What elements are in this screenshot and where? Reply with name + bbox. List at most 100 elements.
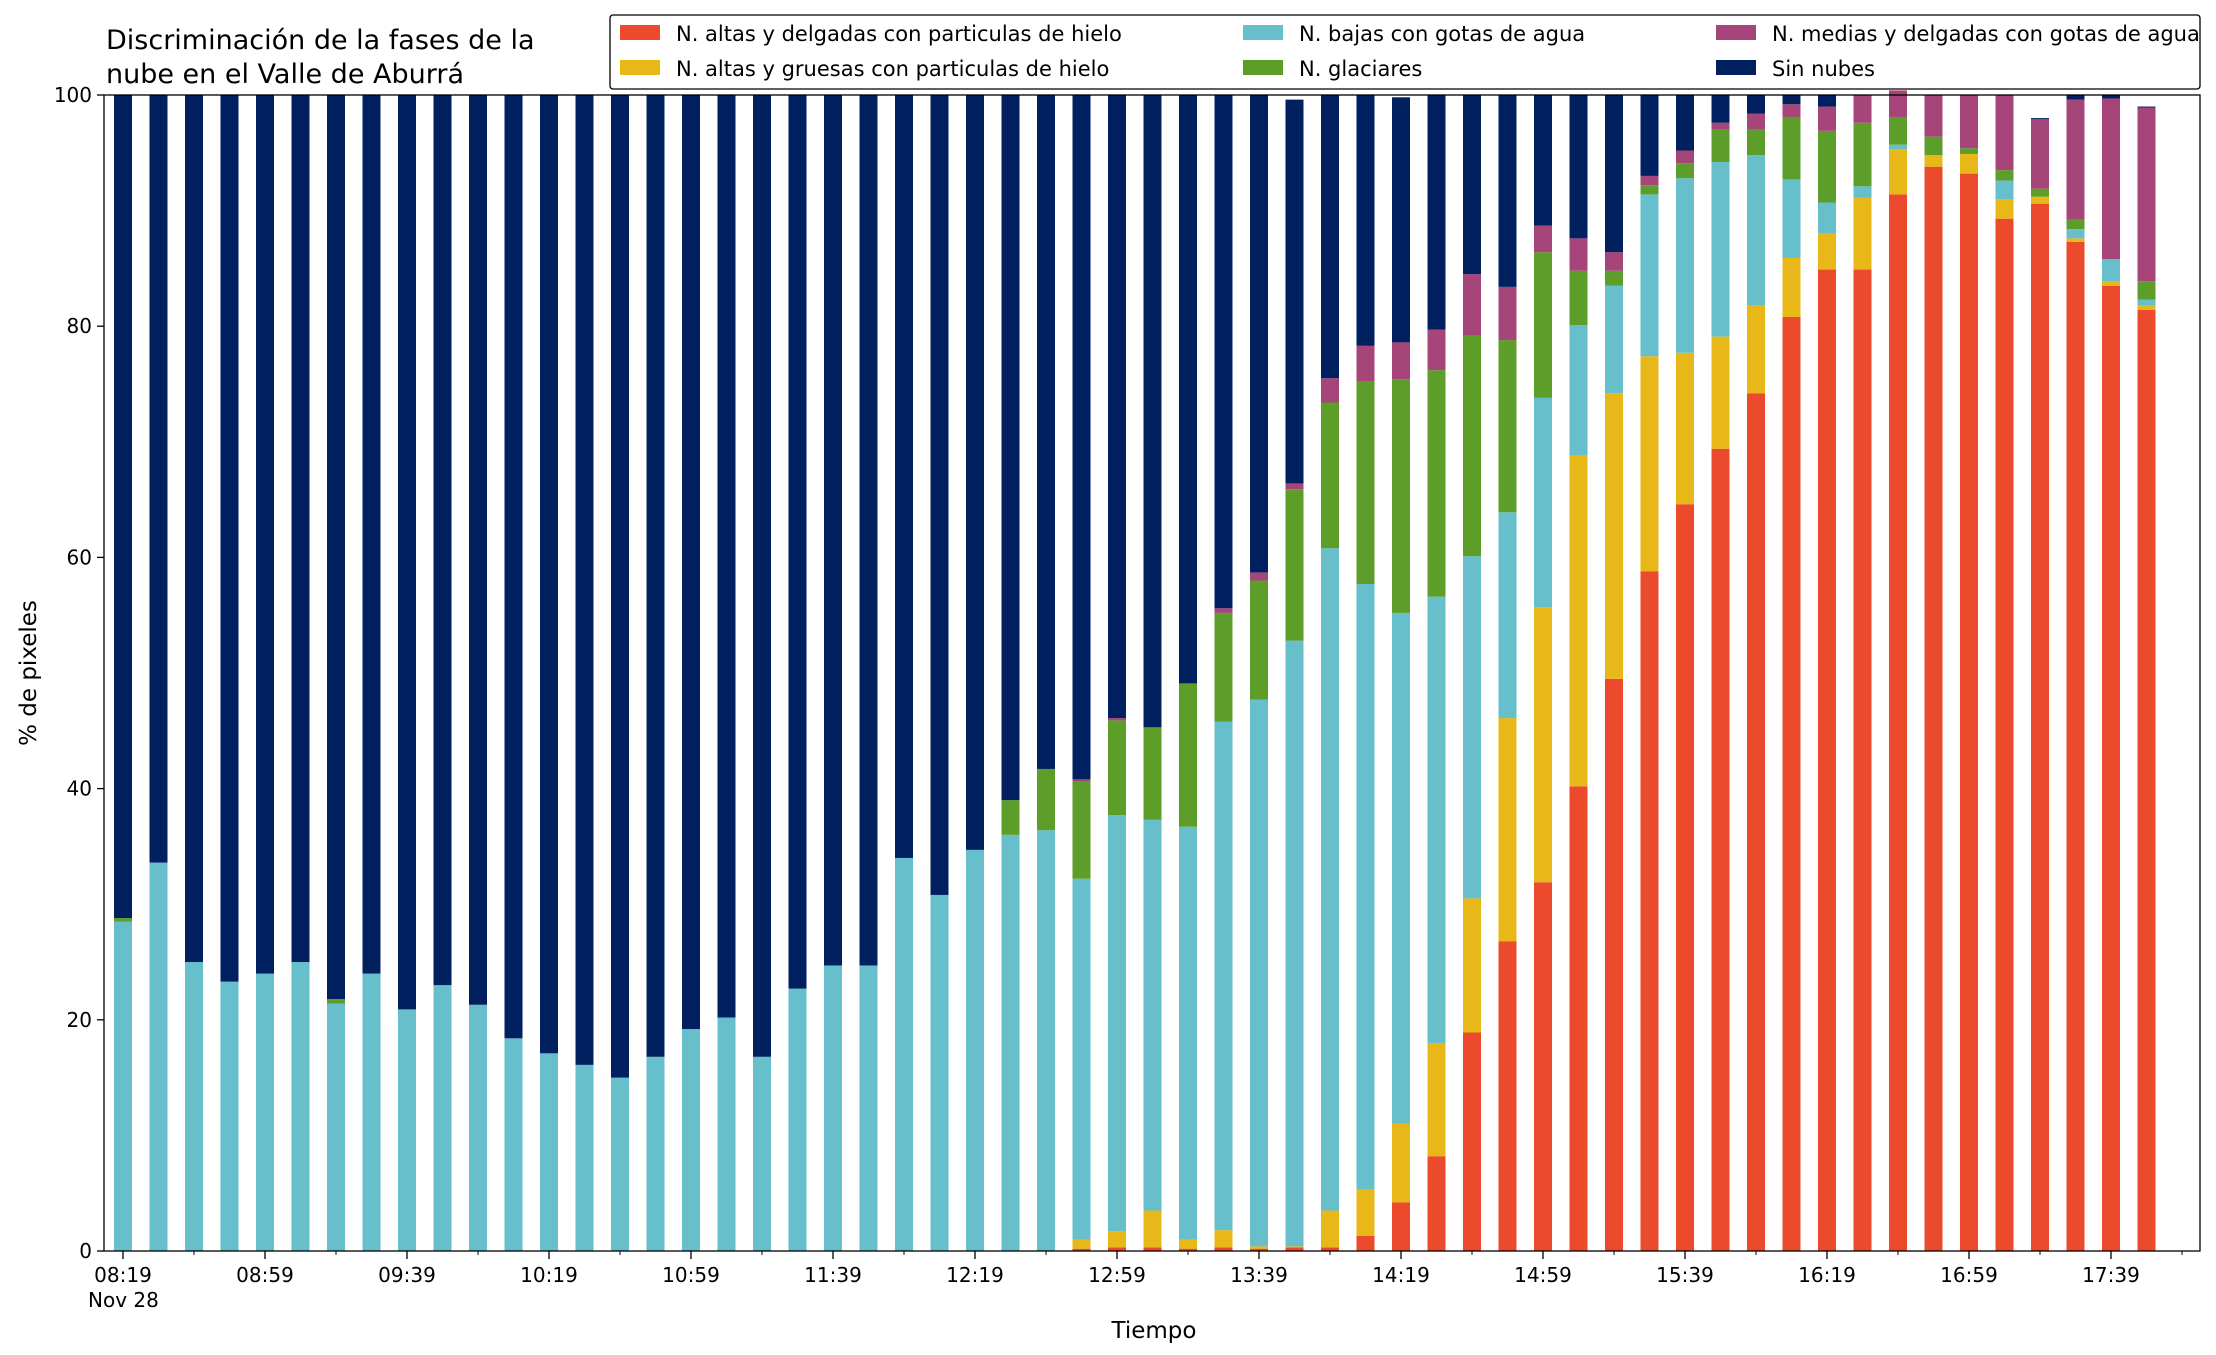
y-tick-label: 0: [79, 1239, 92, 1263]
x-tick-label: 14:59: [1514, 1263, 1572, 1287]
bar-segment: [1640, 175, 1659, 186]
x-tick-label: 10:59: [662, 1263, 720, 1287]
bar-segment: [1356, 95, 1375, 346]
bar-segment: [469, 95, 487, 1005]
bar-segment: [1782, 95, 1801, 105]
bar-segment: [1605, 393, 1623, 679]
bar-segment: [966, 849, 984, 1251]
bar-segment: [1711, 162, 1730, 337]
bar-segment: [469, 1004, 487, 1251]
bar-segment: [1427, 1042, 1446, 1157]
bar-segment: [1676, 178, 1694, 353]
bar-segment: [1072, 1239, 1091, 1249]
bar-segment: [1889, 144, 1907, 150]
x-tick-label: 08:59: [236, 1263, 294, 1287]
bar-segment: [1214, 612, 1233, 722]
bar-segment: [1498, 286, 1517, 341]
bar-segment: [1321, 378, 1339, 403]
bar-segment: [1853, 122, 1872, 187]
bar-segment: [1676, 95, 1694, 151]
bar-segment: [1995, 180, 2014, 200]
bar-segment: [1285, 640, 1304, 1247]
bar-segment: [1285, 99, 1304, 484]
x-tick-label: 14:19: [1372, 1263, 1430, 1287]
bar-segment: [114, 918, 132, 922]
x-tick-label: 13:39: [1230, 1263, 1288, 1287]
bar-segment: [1889, 90, 1907, 117]
bar-segment: [327, 1003, 345, 1251]
bar-segment: [1747, 129, 1765, 156]
x-tick-label: 11:39: [804, 1263, 862, 1287]
bar-segment: [1108, 815, 1126, 1232]
bar-segment: [1498, 512, 1517, 719]
bar-segment: [1853, 269, 1872, 1251]
bar-segment: [1001, 800, 1020, 835]
bar-segment: [2102, 259, 2120, 282]
bar-segment: [1640, 95, 1659, 176]
bar-segment: [1179, 1248, 1197, 1251]
chart-title-line-1: Discriminación de la fases de la: [106, 25, 535, 56]
bar-segment: [1143, 95, 1162, 728]
bar-segment: [859, 95, 878, 966]
bar-segment: [1498, 95, 1517, 287]
bar-segment: [1250, 95, 1268, 573]
bar-segment: [2137, 107, 2156, 282]
y-tick-label: 100: [54, 83, 92, 107]
legend-label: N. glaciares: [1299, 57, 1422, 81]
bar-segment: [1676, 504, 1694, 1252]
bar-segment: [114, 921, 132, 1251]
bar-segment: [1250, 1246, 1268, 1249]
legend-label: N. altas y delgadas con particulas de hi…: [676, 22, 1122, 46]
bar-segment: [1285, 1246, 1304, 1248]
x-tick-label: 08:19: [94, 1263, 152, 1287]
bar-segment: [1818, 130, 1836, 203]
bar-segment: [362, 973, 381, 1251]
bar-segment: [824, 965, 842, 1251]
bar-segment: [1072, 779, 1091, 782]
bar-segment: [1853, 197, 1872, 270]
bar-segment: [1782, 116, 1801, 180]
bar-segment: [1960, 95, 1978, 149]
bar-segment: [1711, 122, 1730, 130]
bar-segment: [1889, 116, 1907, 145]
bar-segment: [2137, 299, 2156, 306]
x-tick-label: 16:19: [1798, 1263, 1856, 1287]
bar-segment: [1676, 352, 1694, 505]
legend-swatch: [1243, 25, 1283, 40]
y-tick-label: 20: [67, 1008, 92, 1032]
bar-segment: [2066, 229, 2085, 239]
bar-segment: [1321, 402, 1339, 549]
bar-segment: [398, 1009, 416, 1251]
bar-segment: [1889, 149, 1907, 195]
bar-segment: [1782, 104, 1801, 117]
legend-label: N. medias y delgadas con gotas de agua: [1772, 22, 2200, 46]
bar-segment: [1108, 720, 1126, 816]
bar-segment: [1924, 95, 1943, 137]
legend-swatch: [620, 25, 660, 40]
x-tick-label: 12:19: [946, 1263, 1004, 1287]
bar-segment: [1960, 153, 1978, 174]
bar-segment: [1640, 356, 1659, 572]
bar-segment: [1072, 878, 1091, 1240]
bar-segment: [1960, 148, 1978, 154]
bar-segment: [256, 95, 274, 974]
bar-segment: [1356, 381, 1375, 584]
bar-segment: [1711, 336, 1730, 449]
x-tick-label: 10:19: [520, 1263, 578, 1287]
bar-segment: [788, 988, 807, 1251]
bar-segment: [1250, 699, 1268, 1247]
bar-segment: [753, 1056, 771, 1251]
bar-segment: [1463, 274, 1481, 336]
bar-segment: [1179, 95, 1197, 684]
bar-segment: [1605, 270, 1623, 286]
bar-segment: [2031, 188, 2049, 197]
bar-segment: [1072, 1248, 1091, 1251]
bar-segment: [575, 1064, 594, 1251]
bar-segment: [1108, 1231, 1126, 1248]
y-axis-label: % de pixeles: [16, 600, 42, 746]
bar-segment: [682, 1029, 700, 1251]
bar-segment: [2102, 98, 2120, 260]
bar-segment: [256, 973, 274, 1251]
x-tick-label: 17:39: [2082, 1263, 2140, 1287]
